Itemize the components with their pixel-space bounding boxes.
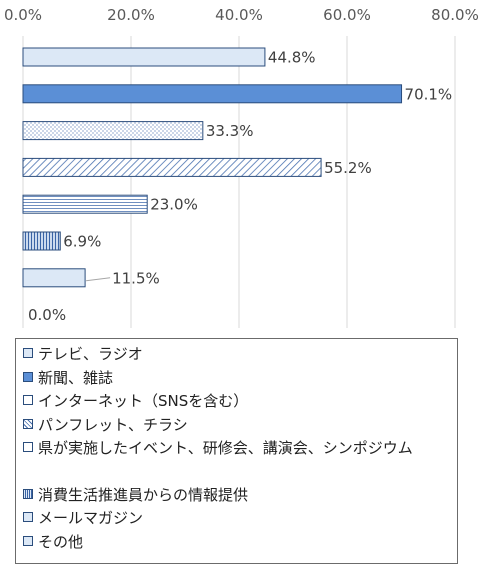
legend-swatch (23, 442, 33, 452)
bar (22, 84, 403, 104)
legend-swatch (23, 371, 33, 382)
data-label: 70.1% (405, 85, 453, 103)
legend-label: 新聞、雑誌 (38, 368, 114, 387)
legend-label: パンフレット、チラシ (38, 415, 188, 434)
legend-swatch (23, 418, 33, 429)
legend-label: インターネット（SNSを含む） (38, 392, 249, 410)
legend-swatch (23, 488, 33, 499)
x-tick-label: 40.0% (215, 6, 263, 24)
bar (22, 47, 266, 67)
data-label: 23.0% (150, 196, 198, 214)
data-label: 33.3% (206, 122, 254, 140)
x-tick-label: 20.0% (107, 6, 155, 24)
legend-label: 県が実施したイベント、研修会、講演会、シンポジウム (38, 439, 413, 457)
legend-label: 消費生活推進員からの情報提供 (38, 485, 249, 504)
bar (22, 194, 148, 214)
data-label: 0.0% (28, 306, 66, 324)
bar (22, 157, 322, 177)
bar (22, 231, 61, 251)
legend-swatch (23, 535, 33, 546)
legend-swatch (23, 512, 33, 522)
leader-line (86, 277, 111, 282)
legend-swatch (23, 348, 33, 358)
legend: テレビ、ラジオ 新聞、雑誌インターネット（SNSを含む） パンフレット、チラシ県が実… (15, 338, 458, 564)
data-label: 44.8% (268, 49, 316, 67)
legend-label: メールマガジン (38, 509, 144, 527)
legend-label: テレビ、ラジオ (38, 345, 143, 363)
bar (22, 268, 86, 288)
legend-label: その他 (38, 532, 84, 551)
bar (22, 121, 204, 141)
x-tick-label: 0.0% (4, 6, 42, 24)
x-tick-label: 80.0% (431, 6, 479, 24)
data-label: 11.5% (112, 269, 160, 287)
legend-swatch (23, 395, 33, 405)
data-label: 6.9% (63, 233, 101, 251)
x-tick-label: 60.0% (323, 6, 371, 24)
data-label: 55.2% (324, 159, 372, 177)
